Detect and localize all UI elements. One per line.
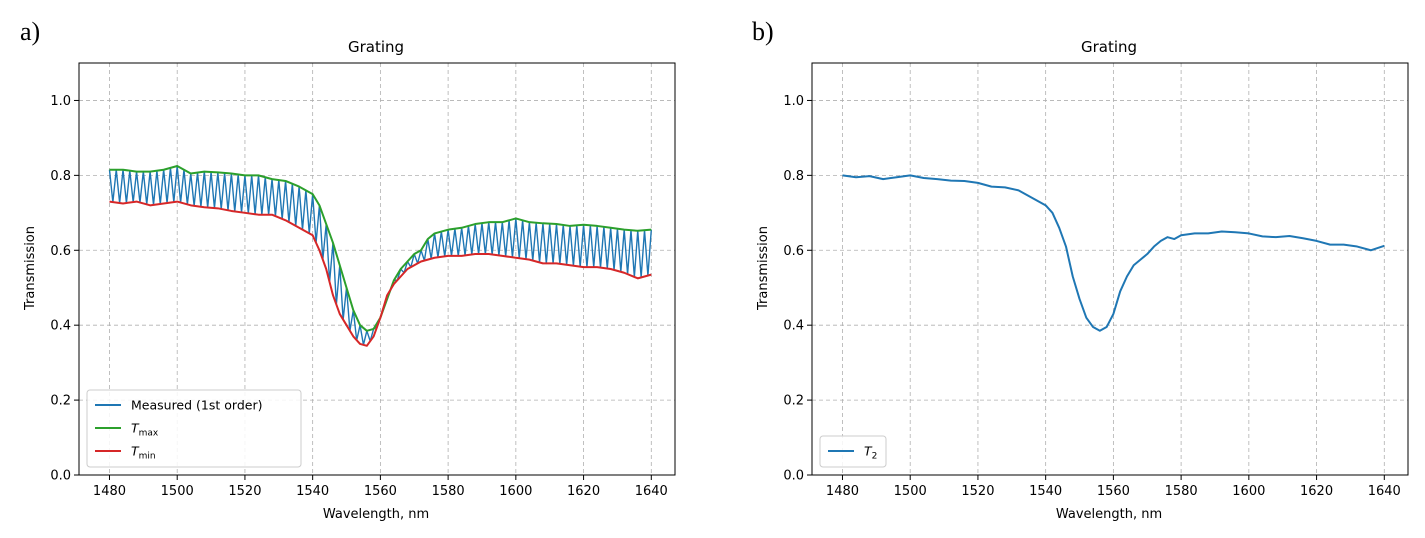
y-axis-label-b: Transmission — [756, 226, 771, 311]
x-axis-label-a: Wavelength, nm — [323, 507, 429, 522]
x-tick-label: 1580 — [432, 484, 465, 499]
x-tick-label: 1580 — [1165, 484, 1198, 499]
x-tick-label: 1540 — [296, 484, 329, 499]
chart-title-a: Grating — [348, 38, 404, 56]
y-tick-label: 0.2 — [50, 394, 71, 409]
x-tick-label: 1540 — [1029, 484, 1062, 499]
y-tick-label: 1.0 — [50, 94, 71, 109]
series-line-tmin — [109, 200, 652, 347]
y-tick-label: 0.0 — [783, 469, 804, 484]
plot-area-b: 1480 1500 1520 1540 1560 1580 1600 1620 1640 0.0 0… — [783, 62, 1409, 499]
legend: T2 — [819, 435, 887, 468]
y-tick-label: 0.8 — [50, 169, 71, 184]
axes-frame — [78, 62, 676, 476]
y-tick-label: 0.4 — [783, 319, 804, 334]
x-tick-label: 1520 — [228, 484, 261, 499]
legend-label: T2 — [864, 444, 877, 462]
y-tick-label: 0.6 — [50, 244, 71, 259]
x-tick-label: 1500 — [894, 484, 927, 499]
y-tick-label: 0.0 — [50, 469, 71, 484]
panel-label-a: a) — [20, 17, 40, 46]
legend-box — [86, 389, 302, 468]
x-tick-label: 1600 — [1232, 484, 1265, 499]
panel-label-b: b) — [752, 17, 774, 46]
y-axis-label-a: Transmission — [23, 226, 38, 311]
y-tick-label: 0.4 — [50, 319, 71, 334]
chart-title-b: Grating — [1081, 38, 1137, 56]
x-tick-label: 1560 — [1097, 484, 1130, 499]
x-tick-label: 1520 — [961, 484, 994, 499]
series-line-tmax — [109, 165, 652, 332]
y-tick-label: 0.2 — [783, 394, 804, 409]
x-tick-label: 1640 — [635, 484, 668, 499]
x-tick-label: 1480 — [93, 484, 126, 499]
x-tick-label: 1620 — [567, 484, 600, 499]
x-tick-label: 1480 — [826, 484, 859, 499]
y-tick-label: 0.8 — [783, 169, 804, 184]
x-tick-label: 1600 — [499, 484, 532, 499]
x-tick-label: 1500 — [161, 484, 194, 499]
legend-label: Tmax — [131, 421, 159, 439]
axes-frame — [811, 62, 1409, 476]
legend: Measured (1st order) Tmax Tmin — [86, 389, 302, 468]
legend-label: Tmin — [131, 444, 156, 462]
x-tick-label: 1640 — [1368, 484, 1401, 499]
y-tick-label: 1.0 — [783, 94, 804, 109]
plot-area-a: 1480 1500 1520 1540 1560 1580 1600 1620 1640 0.0 0… — [50, 62, 676, 499]
legend-label: Measured (1st order) — [131, 398, 262, 413]
x-axis-label-b: Wavelength, nm — [1056, 507, 1162, 522]
x-tick-label: 1560 — [364, 484, 397, 499]
x-tick-label: 1620 — [1300, 484, 1333, 499]
y-tick-label: 0.6 — [783, 244, 804, 259]
series-line-t2 — [842, 174, 1385, 332]
